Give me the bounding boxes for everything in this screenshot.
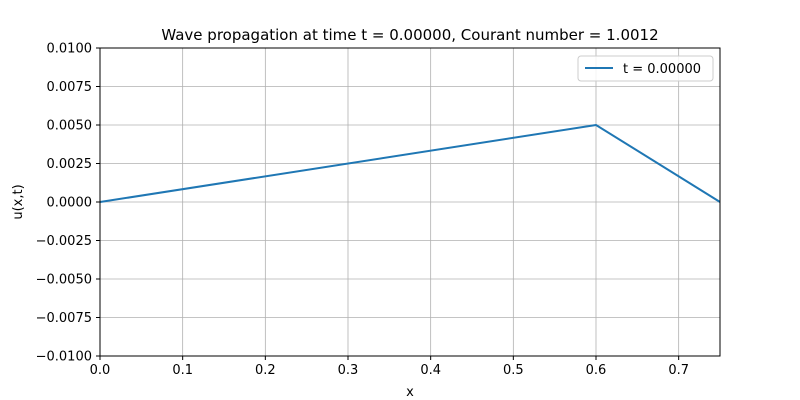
x-tick-label: 0.0 [90, 363, 111, 378]
y-tick-label: 0.0000 [47, 196, 93, 211]
grid-lines [99, 47, 720, 357]
x-tick-label: 0.3 [338, 363, 359, 378]
y-tick-label: −0.0025 [36, 234, 92, 249]
y-axis-ticks: 0.0100 0.0075 0.0050 0.0025 0.0000 −0.0025 −0.… [36, 42, 100, 365]
x-tick-label: 0.7 [668, 363, 689, 378]
y-tick-label: −0.0050 [36, 273, 92, 288]
x-tick-label: 0.6 [586, 363, 607, 378]
series-layer [99, 124, 721, 203]
legend: t = 0.00000 [577, 55, 714, 82]
y-tick-label: −0.0075 [36, 311, 92, 326]
y-tick-label: −0.0100 [36, 350, 92, 365]
x-tick-label: 0.2 [255, 363, 276, 378]
y-axis-label: u(x,t) [11, 184, 26, 219]
x-axis-ticks: 0.0 0.1 0.2 0.3 0.4 0.5 0.6 0.7 [90, 356, 689, 378]
legend-box [577, 55, 714, 82]
legend-label: t = 0.00000 [623, 62, 701, 77]
y-tick-label: 0.0050 [47, 119, 93, 134]
chart-title: Wave propagation at time t = 0.00000, Co… [161, 26, 658, 44]
series-line [99, 124, 721, 203]
y-tick-label: 0.0075 [47, 80, 93, 95]
y-tick-label: 0.0025 [47, 157, 93, 172]
x-tick-label: 0.1 [172, 363, 193, 378]
x-tick-label: 0.5 [503, 363, 524, 378]
x-axis-label: x [406, 385, 414, 400]
y-tick-label: 0.0100 [47, 42, 93, 57]
x-tick-label: 0.4 [420, 363, 441, 378]
